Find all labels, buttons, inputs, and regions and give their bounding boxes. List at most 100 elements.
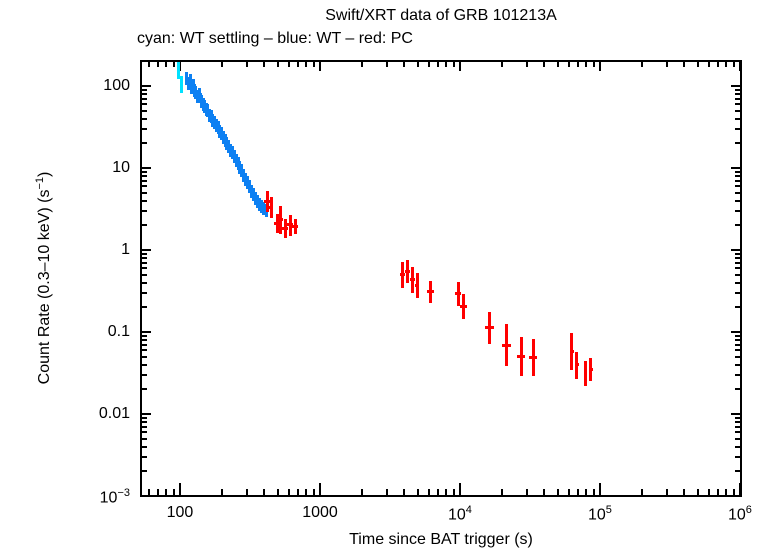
y-axis-minor-tick-right (735, 455, 740, 458)
x-axis-major-tick (458, 483, 461, 495)
y-axis-tick-label: 0.01 (98, 404, 130, 422)
data-point-hbar (237, 165, 242, 169)
y-axis-minor-tick-right (735, 267, 740, 270)
y-axis-minor-tick (142, 170, 147, 173)
y-axis-minor-tick-right (735, 388, 740, 391)
data-point-hbar (228, 148, 233, 152)
x-axis-minor-tick (165, 489, 168, 495)
y-axis-minor-tick (142, 88, 147, 91)
chart-title: Swift/XRT data of GRB 101213A (325, 7, 557, 24)
x-axis-minor-tick (305, 489, 308, 495)
y-axis-minor-tick-right (735, 252, 740, 255)
y-axis-minor-tick (142, 425, 147, 428)
y-axis-minor-tick-right (735, 355, 740, 358)
x-axis-minor-tick (525, 489, 528, 495)
x-axis-minor-tick-top (725, 62, 728, 67)
y-axis-minor-tick (142, 455, 147, 458)
y-axis-minor-tick-right (735, 334, 740, 337)
y-axis-tick-label: 10 (112, 158, 130, 176)
data-point-hbar (459, 304, 467, 308)
x-axis-minor-tick (287, 489, 290, 495)
y-axis-tick-label: 0.1 (107, 322, 130, 340)
x-axis-minor-tick-top (427, 62, 430, 67)
y-axis-minor-tick-right (735, 224, 740, 227)
data-point-hbar (253, 196, 258, 200)
y-axis-minor-tick (142, 291, 147, 294)
x-axis-minor-tick (543, 489, 546, 495)
y-axis-major-tick-right (731, 412, 740, 415)
data-point-hbar (399, 273, 406, 277)
y-axis-minor-tick-right (735, 420, 740, 423)
tick-label-exponent: 6 (745, 504, 752, 516)
x-axis-minor-tick (445, 489, 448, 495)
tick-label-exponent: 4 (465, 504, 472, 516)
y-axis-minor-tick (142, 92, 147, 95)
x-axis-minor-tick-top (732, 62, 735, 67)
data-point-hbar (235, 161, 241, 165)
x-axis-minor-tick (592, 489, 595, 495)
x-axis-minor-tick (263, 489, 266, 495)
data-point-hbar (189, 86, 194, 90)
y-axis-major-tick (142, 248, 151, 251)
x-axis-minor-tick-top (312, 62, 315, 67)
x-axis-minor-tick (452, 489, 455, 495)
y-axis-minor-tick-right (735, 109, 740, 112)
x-axis-minor-tick-top (707, 62, 710, 67)
data-point-hbar (287, 222, 294, 226)
x-axis-minor-tick-top (717, 62, 720, 67)
y-axis-minor-tick-right (735, 191, 740, 194)
x-axis-minor-tick-top (361, 62, 364, 67)
y-axis-minor-tick (142, 343, 147, 346)
y-axis-minor-tick (142, 420, 147, 423)
x-axis-minor-tick (297, 489, 300, 495)
x-axis-minor-tick-top (585, 62, 588, 67)
x-axis-minor-tick-top (385, 62, 388, 67)
y-axis-minor-tick-right (735, 281, 740, 284)
x-axis-minor-tick-top (147, 62, 150, 67)
y-axis-minor-tick-right (735, 199, 740, 202)
x-axis-minor-tick (437, 489, 440, 495)
data-point-hbar (239, 169, 245, 173)
x-axis-tick-label: 100 (166, 504, 194, 521)
y-axis-minor-tick-right (735, 416, 740, 419)
x-axis-minor-tick-top (157, 62, 160, 67)
data-point-hbar (427, 290, 435, 294)
data-point-hbar (234, 158, 239, 162)
data-point-hbar (202, 104, 207, 108)
y-axis-minor-tick-right (735, 338, 740, 341)
y-axis-minor-tick (142, 109, 147, 112)
data-point-hbar (247, 185, 252, 189)
data-point-hbar (232, 154, 237, 158)
y-axis-minor-tick-right (735, 174, 740, 177)
data-point-hbar (212, 120, 217, 124)
y-axis-minor-tick (142, 117, 147, 120)
data-point-hbar (200, 102, 206, 106)
data-point-hbar (224, 141, 229, 145)
y-axis-tick-label: 1 (121, 240, 130, 258)
y-axis-label: Count Rate (0.3–10 keV) (s−1) (34, 172, 54, 385)
data-point-hbar (570, 349, 574, 353)
y-axis-minor-tick-right (735, 97, 740, 100)
y-axis-minor-tick (142, 273, 147, 276)
x-axis-minor-tick (221, 489, 224, 495)
x-axis-minor-tick (567, 489, 570, 495)
x-axis-minor-tick-top (305, 62, 308, 67)
x-axis-minor-tick-top (556, 62, 559, 67)
data-point-hbar (575, 363, 579, 367)
data-point-hbar (243, 177, 248, 181)
x-axis-minor-tick (172, 489, 175, 495)
x-axis-minor-tick (403, 489, 406, 495)
y-axis-minor-tick (142, 127, 147, 130)
data-point-hbar (410, 277, 416, 281)
y-axis-minor-tick-right (735, 363, 740, 366)
plot-area (140, 60, 742, 497)
data-point-hbar (210, 118, 216, 122)
data-point-hbar (187, 79, 193, 83)
x-axis-minor-tick-top (165, 62, 168, 67)
data-point-hbar (274, 222, 281, 226)
y-axis-label-sup: −1 (33, 177, 46, 190)
y-axis-minor-tick (142, 224, 147, 227)
y-axis-minor-tick (142, 191, 147, 194)
x-axis-minor-tick-top (543, 62, 546, 67)
data-point-hbar (245, 181, 250, 185)
